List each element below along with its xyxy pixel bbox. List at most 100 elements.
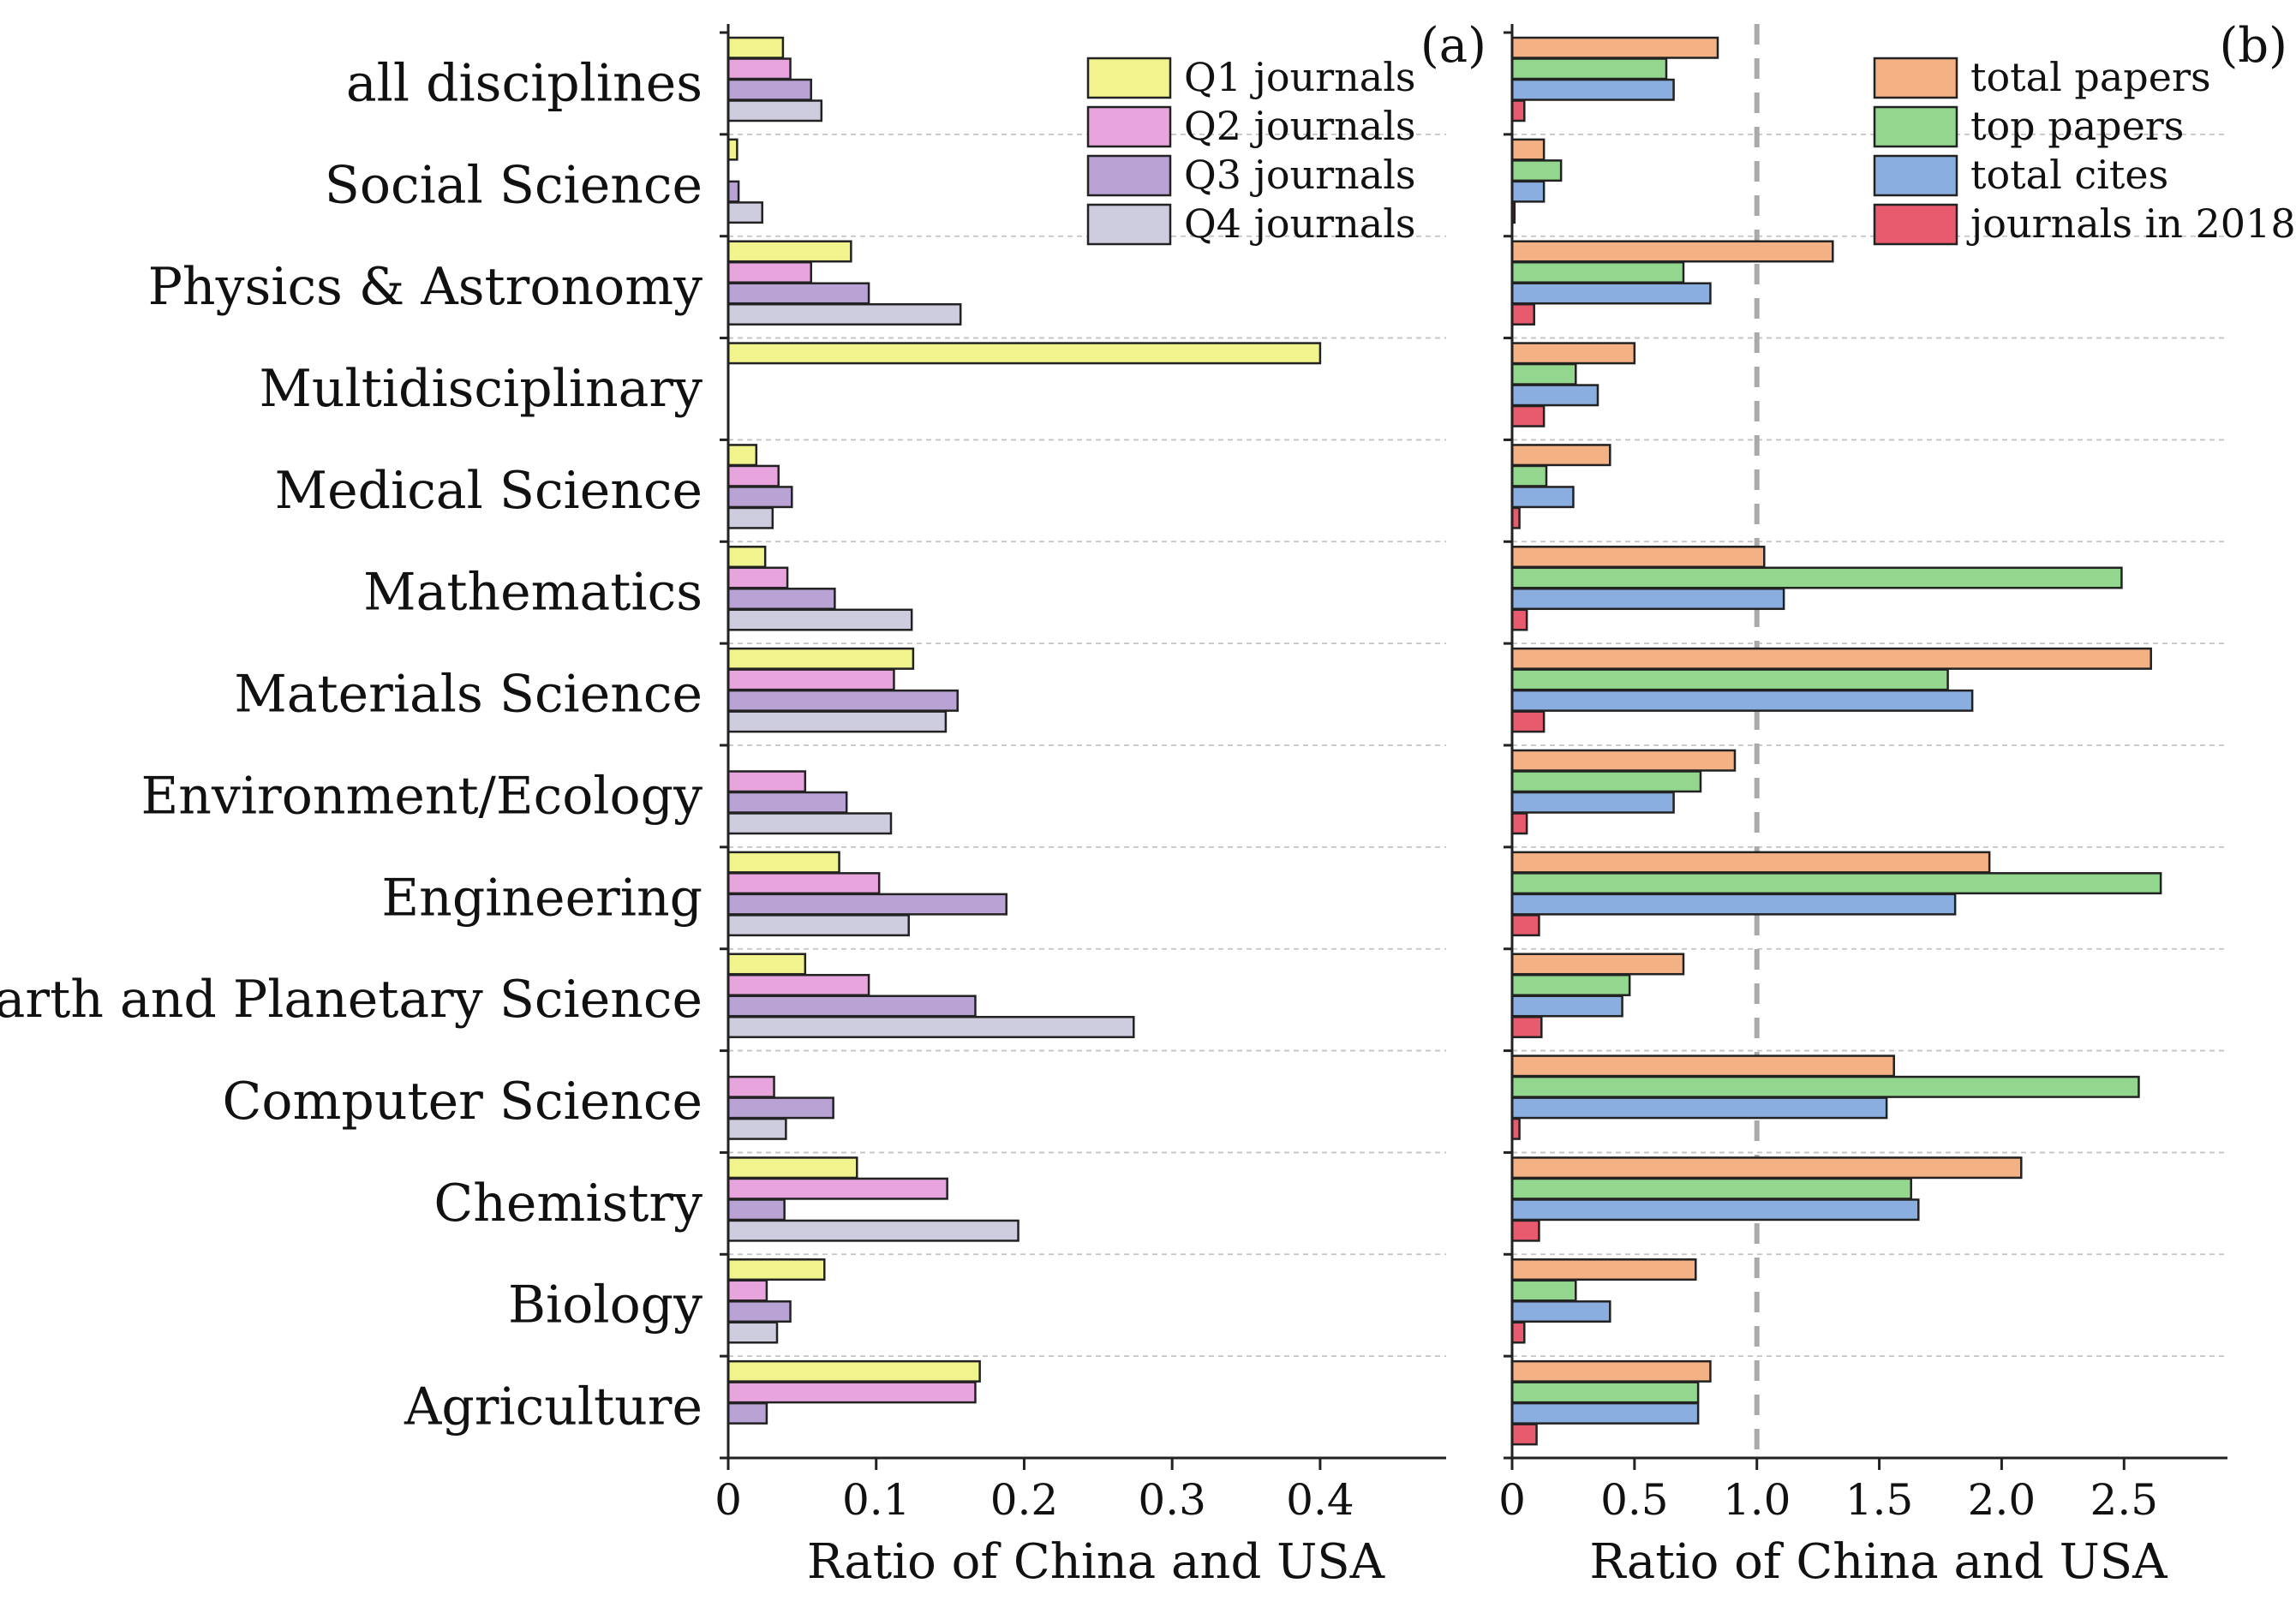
category-label-physics-astronomy: Physics & Astronomy: [148, 257, 703, 317]
bar-group: [1510, 36, 2162, 1446]
bar-physics-astronomy-journals-in-2018: [1510, 302, 1535, 326]
legend-swatch-total-cites: [1873, 154, 1958, 197]
bar-computer-science-top-papers: [1510, 1075, 2140, 1098]
bar-physics-astronomy-top-papers: [1510, 260, 1685, 284]
bar-agriculture-q3-journals: [726, 1401, 768, 1425]
x-tick-label: 1.0: [1723, 1475, 1791, 1525]
bar-all-disciplines-total-papers: [1510, 36, 1719, 59]
bar-all-disciplines-q4-journals: [726, 99, 823, 122]
axes: [720, 24, 1446, 1460]
bar-agriculture-q2-journals: [726, 1381, 977, 1404]
bar-computer-science-total-papers: [1510, 1054, 1895, 1078]
legend-label-q1-journals: Q1 journals: [1184, 54, 1416, 100]
x-ticks: 0 0.5 1.0 1.5 2.0 2.5: [1498, 1458, 2158, 1525]
category-label-medical-science: Medical Science: [275, 461, 703, 521]
bar-environment-ecology-total-cites: [1510, 791, 1675, 814]
bar-chemistry-total-cites: [1510, 1198, 1920, 1222]
bar-all-disciplines-total-cites: [1510, 78, 1675, 101]
bar-chemistry-q4-journals: [726, 1219, 1019, 1242]
bar-computer-science-q2-journals: [726, 1075, 775, 1098]
category-labels: all disciplines Social Science Physics & A…: [0, 53, 703, 1437]
bar-mathematics-journals-in-2018: [1510, 608, 1528, 631]
bar-physics-astronomy-total-cites: [1510, 282, 1712, 305]
panel-b: 0 0.5 1.0 1.5 2.0 2.5 Ratio of China and USA …: [1498, 18, 2296, 1590]
bar-computer-science-total-cites: [1510, 1096, 1888, 1120]
bar-biology-journals-in-2018: [1510, 1321, 1526, 1344]
bar-social-science-total-cites: [1510, 180, 1546, 203]
bar-social-science-top-papers: [1510, 159, 1563, 182]
bar-agriculture-total-cites: [1510, 1401, 1700, 1425]
bar-medical-science-q4-journals: [726, 506, 774, 529]
bar-computer-science-q4-journals: [726, 1117, 787, 1140]
bar-mathematics-total-papers: [1510, 546, 1766, 569]
axes: [1504, 24, 2227, 1460]
category-label-environment-ecology: Environment/Ecology: [141, 766, 703, 826]
bar-engineering-q3-journals: [726, 893, 1007, 916]
bar-mathematics-q2-journals: [726, 566, 789, 589]
x-ticks: 0 0.1 0.2 0.3 0.4: [715, 1458, 1354, 1525]
bar-mathematics-q4-journals: [726, 608, 913, 631]
legend-swatch-q1-journals: [1086, 57, 1172, 99]
bar-earth-and-planetary-science-top-papers: [1510, 973, 1631, 996]
bar-earth-and-planetary-science-q3-journals: [726, 995, 977, 1018]
category-label-earth-and-planetary-science: Earth and Planetary Science: [0, 970, 703, 1030]
bar-earth-and-planetary-science-total-papers: [1510, 953, 1685, 976]
x-tick-label: 0.2: [990, 1475, 1059, 1525]
bar-all-disciplines-q3-journals: [726, 78, 812, 101]
bar-physics-astronomy-q3-journals: [726, 282, 870, 305]
bar-medical-science-q3-journals: [726, 486, 793, 509]
x-tick-label: 0.3: [1138, 1475, 1206, 1525]
legend-swatch-q3-journals: [1086, 154, 1172, 197]
panel-label: (a): [1420, 18, 1486, 74]
bar-mathematics-q1-journals: [726, 546, 767, 569]
panel-a: 0 0.1 0.2 0.3 0.4 all disciplines Social Scie…: [0, 18, 1486, 1590]
bar-agriculture-total-papers: [1510, 1359, 1712, 1383]
bar-group: [726, 36, 1322, 1425]
bar-environment-ecology-q4-journals: [726, 812, 893, 835]
bar-physics-astronomy-q2-journals: [726, 260, 812, 284]
legend-label-total-cites: total cites: [1970, 152, 2168, 198]
legend-label-top-papers: top papers: [1970, 103, 2184, 149]
bar-multidisciplinary-total-cites: [1510, 384, 1599, 407]
bar-materials-science-q1-journals: [726, 647, 915, 670]
bar-social-science-total-papers: [1510, 138, 1546, 161]
bar-multidisciplinary-top-papers: [1510, 362, 1577, 385]
bar-materials-science-journals-in-2018: [1510, 710, 1546, 733]
bar-chemistry-q1-journals: [726, 1156, 858, 1180]
bar-engineering-total-cites: [1510, 893, 1957, 916]
bar-agriculture-q1-journals: [726, 1359, 981, 1383]
bar-engineering-q4-journals: [726, 914, 910, 937]
legend-swatch-q4-journals: [1086, 203, 1172, 246]
bar-mathematics-top-papers: [1510, 566, 2123, 589]
bar-biology-q2-journals: [726, 1279, 768, 1302]
bar-earth-and-planetary-science-q2-journals: [726, 973, 870, 996]
bar-materials-science-q3-journals: [726, 689, 959, 712]
x-axis-label: Ratio of China and USA: [1589, 1534, 2167, 1590]
bar-multidisciplinary-journals-in-2018: [1510, 404, 1546, 427]
legend-swatch-top-papers: [1873, 105, 1958, 148]
category-label-computer-science: Computer Science: [222, 1072, 703, 1132]
x-tick-label: 2.5: [2090, 1475, 2159, 1525]
bar-all-disciplines-q1-journals: [726, 36, 785, 59]
category-label-materials-science: Materials Science: [234, 665, 703, 725]
bar-environment-ecology-total-papers: [1510, 749, 1737, 772]
bar-multidisciplinary-q1-journals: [726, 342, 1322, 365]
bar-materials-science-q2-journals: [726, 668, 895, 691]
bar-engineering-q2-journals: [726, 872, 881, 895]
bar-biology-total-papers: [1510, 1258, 1697, 1281]
bar-medical-science-top-papers: [1510, 464, 1548, 487]
bar-chemistry-total-papers: [1510, 1156, 2023, 1180]
bar-materials-science-total-papers: [1510, 647, 2152, 670]
bar-agriculture-journals-in-2018: [1510, 1423, 1538, 1446]
bar-chemistry-journals-in-2018: [1510, 1219, 1540, 1242]
x-tick-label: 0.1: [842, 1475, 911, 1525]
bar-biology-top-papers: [1510, 1279, 1577, 1302]
bar-environment-ecology-top-papers: [1510, 770, 1702, 793]
bar-medical-science-total-papers: [1510, 444, 1611, 467]
category-label-mathematics: Mathematics: [363, 563, 703, 623]
bar-biology-q4-journals: [726, 1321, 779, 1344]
bar-all-disciplines-top-papers: [1510, 57, 1668, 81]
bar-earth-and-planetary-science-q4-journals: [726, 1015, 1135, 1038]
